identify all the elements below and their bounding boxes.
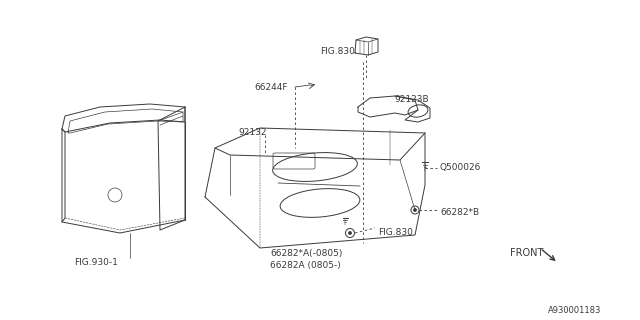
Text: 92123B: 92123B (394, 95, 429, 104)
Circle shape (414, 209, 416, 211)
Text: 66244F: 66244F (254, 83, 287, 92)
Text: FRONT: FRONT (510, 248, 543, 258)
Text: FIG.830: FIG.830 (378, 228, 413, 237)
Text: FIG.930-1: FIG.930-1 (74, 258, 118, 267)
Text: 66282*B: 66282*B (440, 208, 479, 217)
Text: Q500026: Q500026 (440, 163, 481, 172)
Text: 66282A (0805-): 66282A (0805-) (270, 261, 340, 270)
Text: FIG.830: FIG.830 (320, 47, 355, 56)
Text: 66282*A(-0805): 66282*A(-0805) (270, 249, 342, 258)
Text: A930001183: A930001183 (548, 306, 602, 315)
Text: 92132: 92132 (238, 128, 266, 137)
Circle shape (349, 232, 351, 234)
